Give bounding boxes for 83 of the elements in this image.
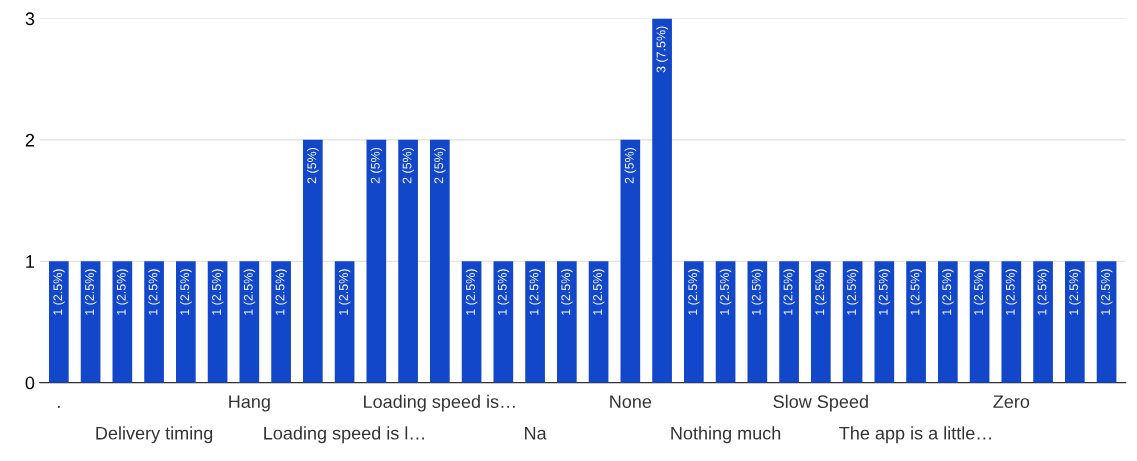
x-tick-label: Slow Speed xyxy=(773,394,868,412)
bar xyxy=(112,261,133,383)
bar xyxy=(366,139,387,383)
data-label: 2 (5%) xyxy=(370,147,383,184)
bar xyxy=(1064,261,1085,383)
bar xyxy=(144,261,164,383)
bar xyxy=(652,18,672,383)
data-label: 1 (2.5%) xyxy=(973,269,986,315)
data-label: 1 (2.5%) xyxy=(1005,269,1018,315)
data-label: 1 (2.5%) xyxy=(211,269,224,315)
bar xyxy=(334,261,355,383)
x-tick-label: Na xyxy=(525,427,547,440)
x-tick-label: Nothing much xyxy=(671,426,781,444)
data-label: 2 (5%) xyxy=(402,147,414,184)
bar xyxy=(683,261,704,383)
x-tick-label: None xyxy=(610,395,652,409)
bar xyxy=(937,261,958,383)
bar xyxy=(239,261,260,383)
data-label: 1 (2.5%) xyxy=(53,269,65,315)
data-label: 1 (2.5%) xyxy=(243,269,256,315)
bar xyxy=(430,139,450,383)
data-label: 1 (2.5%) xyxy=(719,269,732,315)
y-tick-label: 2 xyxy=(25,133,35,147)
bar xyxy=(779,261,799,383)
x-tick-label: Loading speed is l… xyxy=(264,426,424,444)
data-label: 1 (2.5%) xyxy=(751,269,764,315)
data-label: 2 (5%) xyxy=(434,147,446,184)
y-tick-label: 3 xyxy=(25,12,35,26)
bar xyxy=(874,261,895,383)
x-tick-label: Loading speed is… xyxy=(364,394,515,412)
data-label: 1 (2.5%) xyxy=(1037,269,1049,315)
bar xyxy=(620,139,641,383)
data-label: 1 (2.5%) xyxy=(910,269,922,315)
data-label: 1 (2.5%) xyxy=(1069,269,1081,315)
data-label: 1 (2.5%) xyxy=(497,269,510,315)
bar xyxy=(715,261,736,383)
bar xyxy=(842,261,863,383)
bar xyxy=(588,261,609,383)
x-tick-label: Zero xyxy=(993,395,1030,409)
bar xyxy=(461,261,482,383)
x-tick-label: Hang xyxy=(229,395,270,412)
data-label: 3 (7.5%) xyxy=(656,26,668,73)
x-tick-label: The app is a little… xyxy=(839,426,991,444)
bar xyxy=(49,261,69,383)
bar xyxy=(207,261,228,383)
data-label: 1 (2.5%) xyxy=(275,269,287,315)
bar xyxy=(1033,261,1053,383)
data-label: 1 (2.5%) xyxy=(783,269,795,315)
data-label: 2 (5%) xyxy=(307,147,319,184)
data-label: 1 (2.5%) xyxy=(688,269,700,315)
bar xyxy=(80,261,101,383)
data-label: 1 (2.5%) xyxy=(1100,269,1113,315)
data-label: 1 (2.5%) xyxy=(338,269,351,315)
data-label: 1 (2.5%) xyxy=(561,269,573,315)
data-label: 1 (2.5%) xyxy=(846,269,859,315)
data-label: 1 (2.5%) xyxy=(148,269,160,315)
bar xyxy=(1096,261,1117,383)
bar xyxy=(176,261,196,383)
bar xyxy=(398,139,418,383)
data-label: 1 (2.5%) xyxy=(815,269,827,315)
bar xyxy=(557,261,577,383)
x-tick-label: Delivery timing xyxy=(96,426,213,444)
bar xyxy=(747,261,768,383)
data-label: 1 (2.5%) xyxy=(465,269,478,315)
data-label: 1 (2.5%) xyxy=(878,269,891,315)
bar xyxy=(493,261,514,383)
data-label: 1 (2.5%) xyxy=(529,269,541,315)
bar xyxy=(271,261,291,383)
bar xyxy=(1001,261,1022,383)
bar xyxy=(303,139,323,383)
data-label: 1 (2.5%) xyxy=(942,269,954,315)
bar xyxy=(969,261,990,383)
data-label: 2 (5%) xyxy=(624,147,637,184)
data-label: 1 (2.5%) xyxy=(84,269,97,315)
data-label: 1 (2.5%) xyxy=(116,269,129,315)
data-label: 1 (2.5%) xyxy=(592,269,605,315)
bar xyxy=(525,261,545,383)
x-tick-label: . xyxy=(57,405,60,408)
bar xyxy=(906,261,926,383)
bar xyxy=(810,261,831,383)
data-label: 1 (2.5%) xyxy=(180,269,192,315)
y-tick-label: 0 xyxy=(25,376,35,390)
y-tick-label: 1 xyxy=(26,255,35,268)
